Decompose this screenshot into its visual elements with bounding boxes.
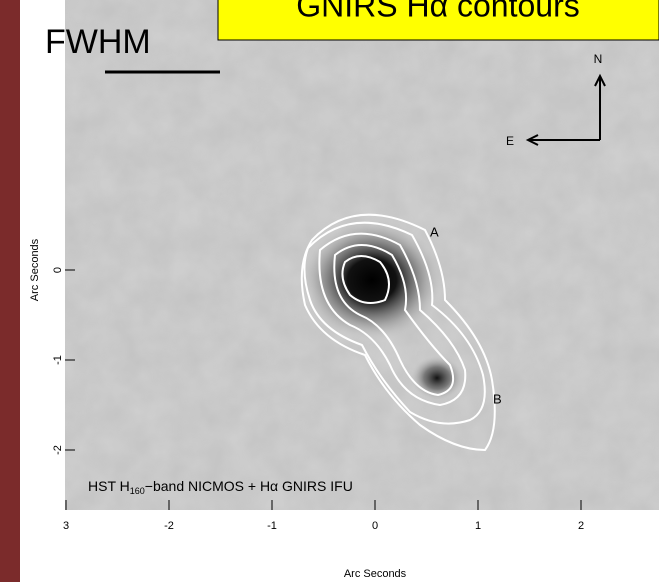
component-label: B	[493, 391, 502, 406]
caption-part: −band NICMOS + Hα GNIRS IFU	[145, 478, 353, 494]
x-axis-label: Arc Seconds	[344, 568, 407, 580]
slide: FWHM N E A B HST H160−band NICMOS + Hα G…	[0, 0, 659, 582]
x-tick-label: 3	[63, 520, 69, 532]
x-tick-label: 0	[372, 520, 378, 532]
astro-image	[65, 0, 659, 510]
fwhm-label: FWHM	[45, 23, 151, 61]
x-tick-label: 2	[578, 520, 584, 532]
component-label: A	[430, 224, 439, 239]
compass-north: N	[594, 52, 603, 66]
x-tick-label: -1	[267, 520, 277, 532]
image-caption: HST H160−band NICMOS + Hα GNIRS IFU	[88, 478, 353, 497]
caption-part: HST H	[88, 478, 130, 494]
y-tick-label: 0	[52, 267, 64, 273]
compass-east: E	[506, 134, 514, 148]
x-tick-label: -2	[164, 520, 174, 532]
title: GNIRS Hα contours	[296, 0, 579, 23]
y-axis-label: Arc Seconds	[29, 238, 41, 301]
side-bar	[0, 0, 20, 582]
x-tick-label: 1	[475, 520, 481, 532]
y-tick-label: -1	[52, 355, 64, 365]
caption-subscript: 160	[130, 486, 145, 496]
y-tick-label: -2	[52, 445, 64, 455]
